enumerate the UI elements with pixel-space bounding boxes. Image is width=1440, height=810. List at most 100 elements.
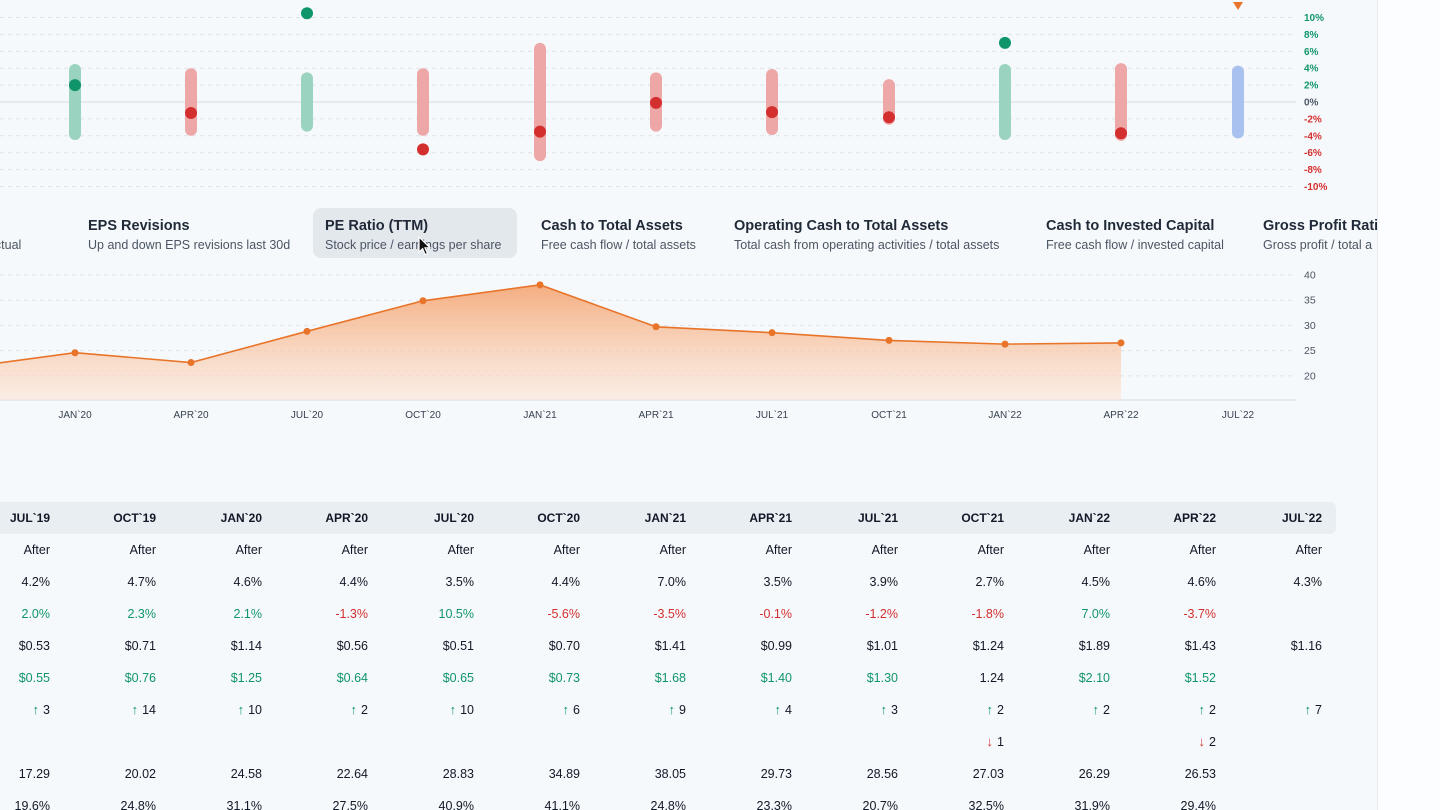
table-cell: After <box>470 534 580 566</box>
pe-point[interactable] <box>536 281 544 289</box>
arrow-up-icon: ↑ <box>1304 702 1312 717</box>
table-cell: ↑ 2 <box>894 694 1004 726</box>
pe-point[interactable] <box>419 297 427 305</box>
pe-point[interactable] <box>1117 339 1125 347</box>
column-header[interactable]: JAN`21 <box>644 511 686 525</box>
x-tick-label: JAN`21 <box>523 409 557 421</box>
table-cell: $0.71 <box>46 630 156 662</box>
y-tick-label: -6% <box>1304 148 1322 159</box>
pe-point[interactable] <box>885 336 893 344</box>
arrow-up-icon: ↑ <box>668 702 676 717</box>
tab-1[interactable]: EPS Revisions Up and down EPS revisions l… <box>76 208 302 258</box>
eps-surprise-dot <box>766 106 778 119</box>
table-header-background <box>0 502 1336 534</box>
pe-point[interactable] <box>71 349 79 357</box>
cell-value: $1.89 <box>1078 639 1110 653</box>
tab-6[interactable]: Gross Profit Ratio Gross profit / total a <box>1251 208 1377 258</box>
table-cell: ↑ 9 <box>576 694 686 726</box>
cell-value: 10 <box>248 703 262 717</box>
table-cell: 27.03 <box>894 758 1004 790</box>
table-cell <box>1212 598 1322 630</box>
tab-3[interactable]: Cash to Total Assets Free cash flow / tot… <box>529 208 708 258</box>
table-row: 4.2% 4.7% 4.6% 4.4% 3.5% 4.4% 7.0% 3.5% 3.9% 2.7%… <box>0 566 1377 598</box>
tab-0[interactable]: vs actual <box>0 208 33 258</box>
cell-value: 1 <box>997 735 1004 749</box>
table-cell: 29.73 <box>682 758 792 790</box>
table-cell: $0.64 <box>258 662 368 694</box>
cell-value: 1.24 <box>979 671 1004 685</box>
cell-value: $1.14 <box>230 639 262 653</box>
pe-point[interactable] <box>652 323 660 331</box>
column-header[interactable]: JUL`19 <box>9 511 50 525</box>
column-header[interactable]: APR`22 <box>1173 511 1216 525</box>
x-tick-label: APR`22 <box>1103 409 1138 421</box>
cell-value: $1.43 <box>1184 639 1216 653</box>
table-cell: 10.5% <box>364 598 474 630</box>
eps-surprise-dot <box>185 106 197 119</box>
tab-2[interactable]: PE Ratio (TTM) Stock price / earnings per… <box>313 208 517 258</box>
estimate-range-bar <box>301 72 313 132</box>
tab-title: EPS Revisions <box>88 218 190 234</box>
pe-ratio-chart: 40 35 30 25 20 JAN`20 APR`20 JUL`20 OCT`20 JAN`21… <box>0 270 1316 421</box>
cell-value: After <box>1189 543 1216 557</box>
eps-surprise-dot <box>883 111 895 124</box>
table-cell: $0.55 <box>0 662 50 694</box>
pe-point[interactable] <box>1001 340 1009 348</box>
tab-subtitle: vs actual <box>0 238 22 252</box>
table-cell: 27.5% <box>258 790 368 810</box>
arrow-up-icon: ↑ <box>131 702 139 717</box>
table-cell: 40.9% <box>364 790 474 810</box>
table-cell: $0.76 <box>46 662 156 694</box>
cell-value: $0.99 <box>760 639 792 653</box>
table-cell: 4.7% <box>46 566 157 598</box>
column-header[interactable]: JAN`22 <box>1068 511 1110 525</box>
column-header[interactable]: JUL`20 <box>433 511 474 525</box>
cell-value: 41.1% <box>544 799 580 810</box>
pe-point[interactable] <box>303 327 311 335</box>
table-cell: After <box>894 534 1004 566</box>
table-cell: 2.3% <box>46 598 157 630</box>
tab-subtitle: Total cash from operating activities / t… <box>734 238 1000 252</box>
table-cell: $0.99 <box>682 630 792 662</box>
pe-area-fill <box>0 284 1121 400</box>
table-cell <box>576 726 686 758</box>
tab-4[interactable]: Operating Cash to Total Assets Total cash… <box>722 208 1011 258</box>
pe-point[interactable] <box>768 329 776 337</box>
column-header[interactable]: APR`21 <box>749 511 792 525</box>
table-cell: 2.7% <box>894 566 1005 598</box>
y-tick-label: -2% <box>1304 114 1322 125</box>
estimate-range-bar <box>1115 63 1127 141</box>
table-cell: 24.58 <box>152 758 262 790</box>
y-tick-label: 6% <box>1304 47 1319 58</box>
table-cell: 3.5% <box>682 566 793 598</box>
y-tick-label: 40 <box>1304 270 1316 282</box>
tab-5[interactable]: Cash to Invested Capital Free cash flow /… <box>1034 208 1236 258</box>
table-cell <box>1212 726 1322 758</box>
pe-point[interactable] <box>187 359 195 367</box>
tab-title <box>0 218 21 234</box>
table-cell: $0.73 <box>470 662 580 694</box>
column-header[interactable]: OCT`19 <box>113 511 156 525</box>
column-header[interactable]: APR`20 <box>325 511 368 525</box>
y-tick-label: 8% <box>1304 30 1319 41</box>
table-cell: After <box>0 534 50 566</box>
column-header[interactable]: OCT`20 <box>537 511 580 525</box>
table-cell: 26.29 <box>1000 758 1110 790</box>
table-cell <box>1000 726 1110 758</box>
column-header[interactable]: JUL`21 <box>857 511 898 525</box>
table-cell: ↑ 10 <box>152 694 262 726</box>
table-cell: 4.4% <box>470 566 581 598</box>
cell-value: -3.7% <box>1183 607 1216 621</box>
column-header[interactable]: JUL`22 <box>1281 511 1322 525</box>
cell-value: 7.0% <box>1081 607 1111 621</box>
cell-value: 20.02 <box>124 767 156 781</box>
column-header[interactable]: JAN`20 <box>220 511 262 525</box>
cell-value: 23.3% <box>756 799 792 810</box>
table-cell: 2.0% <box>0 598 51 630</box>
cell-value: $1.41 <box>654 639 686 653</box>
table-cell: -3.7% <box>1106 598 1216 630</box>
table-cell: 7.0% <box>576 566 687 598</box>
arrow-up-icon: ↑ <box>1092 702 1100 717</box>
table-cell: $1.68 <box>576 662 686 694</box>
column-header[interactable]: OCT`21 <box>961 511 1004 525</box>
